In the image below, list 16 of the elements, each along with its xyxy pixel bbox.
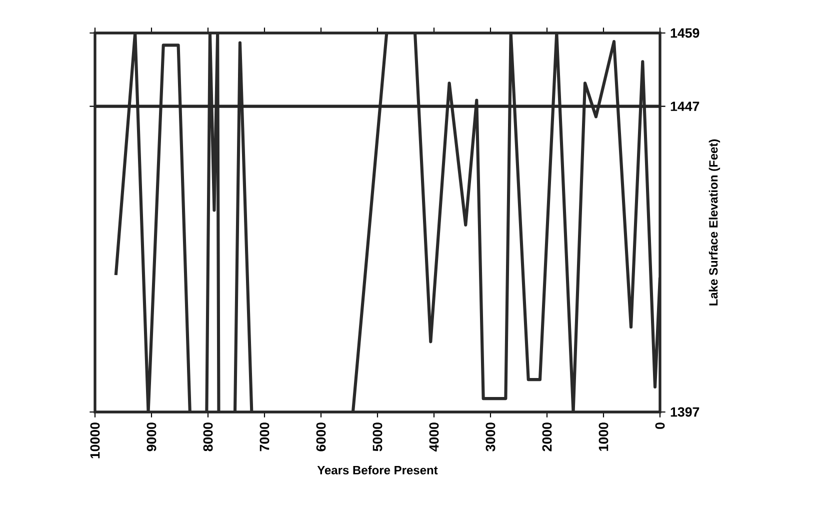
y-tick-label: 1447 [670,102,700,111]
x-tick-label: 10000 [90,422,100,458]
x-tick-label: 6000 [316,422,326,452]
y-tick-label: 1397 [670,407,700,417]
x-tick-label: 5000 [372,422,382,452]
x-axis-title: Years Before Present [317,466,438,474]
x-tick-label: 3000 [486,422,496,452]
x-tick-label: 7000 [260,422,270,452]
x-tick-label: 4000 [429,422,439,452]
y-axis-title: Lake Surface Elevation (Feet) [708,139,720,306]
x-tick-label: 2000 [542,422,552,452]
x-tick-label: 1000 [598,422,608,451]
y-tick-label: 1459 [670,28,700,38]
x-tick-label: 9000 [146,422,156,452]
x-tick-label: 0 [655,422,665,429]
x-tick-label: 8000 [203,422,213,452]
